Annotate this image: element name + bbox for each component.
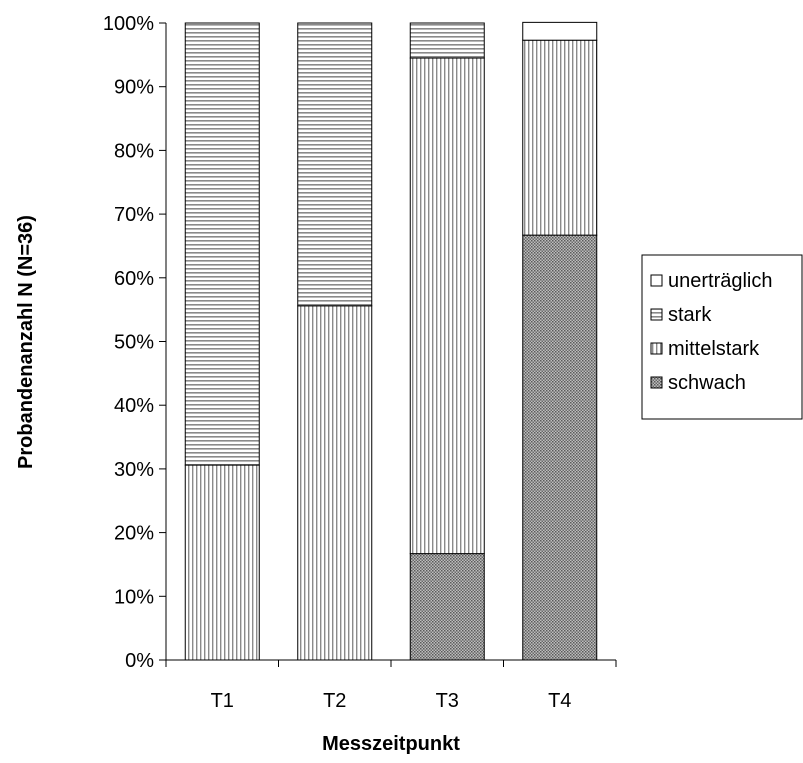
labels-layer: 0% 10% 20% 30% 40% 50% 60% 70% 80% 90% 100% T1 T2 T3 T… <box>103 13 572 712</box>
bar-segment-t4-schwach <box>522 234 598 661</box>
legend-swatch-unerträglich <box>650 274 663 287</box>
y-tick-label: 40% <box>114 395 154 417</box>
legend-swatch-mittelstark <box>650 342 663 355</box>
y-tick-label: 80% <box>114 140 154 162</box>
legend-swatch-schwach <box>650 376 663 389</box>
y-tick-label: 100% <box>103 13 154 35</box>
x-tick-label: T1 <box>211 690 234 712</box>
y-tick-label: 20% <box>114 523 154 545</box>
y-axis-title: Probandenanzahl N (N=36) <box>15 215 37 469</box>
legend-box <box>641 254 803 420</box>
legend: unerträglich stark mittelstark schwach <box>641 254 803 420</box>
bar-segment-t3-mittelstark <box>409 57 485 555</box>
bar-segment-t2-mittelstark <box>297 305 373 661</box>
x-tick-label: T4 <box>548 690 571 712</box>
bar-segment-t1-mittelstark <box>184 464 260 661</box>
legend-label-mittelstark: mittelstark <box>668 338 760 360</box>
axes-layer <box>159 22 617 667</box>
y-tick-label: 30% <box>114 459 154 481</box>
legend-label-stark: stark <box>668 304 712 326</box>
bar-segment-t2-stark <box>297 22 373 307</box>
bars-layer <box>184 21 598 661</box>
bar-segment-t4-unerträglich <box>522 21 598 41</box>
y-tick-label: 50% <box>114 332 154 354</box>
y-tick-label: 0% <box>125 650 154 672</box>
bar-segment-t3-stark <box>409 22 485 59</box>
y-tick-label: 60% <box>114 268 154 290</box>
legend-swatch-stark <box>650 308 663 321</box>
x-tick-label: T2 <box>323 690 346 712</box>
y-tick-label: 70% <box>114 204 154 226</box>
bar-segment-t4-mittelstark <box>522 39 598 236</box>
bar-segment-t3-schwach <box>409 553 485 661</box>
y-tick-label: 10% <box>114 586 154 608</box>
bar-segment-t1-stark <box>184 22 260 466</box>
legend-label-schwach: schwach <box>668 372 746 394</box>
x-axis-title: Messzeitpunkt <box>322 733 460 755</box>
legend-label-unerträglich: unerträglich <box>668 270 773 292</box>
y-tick-label: 90% <box>114 77 154 99</box>
x-tick-label: T3 <box>436 690 459 712</box>
